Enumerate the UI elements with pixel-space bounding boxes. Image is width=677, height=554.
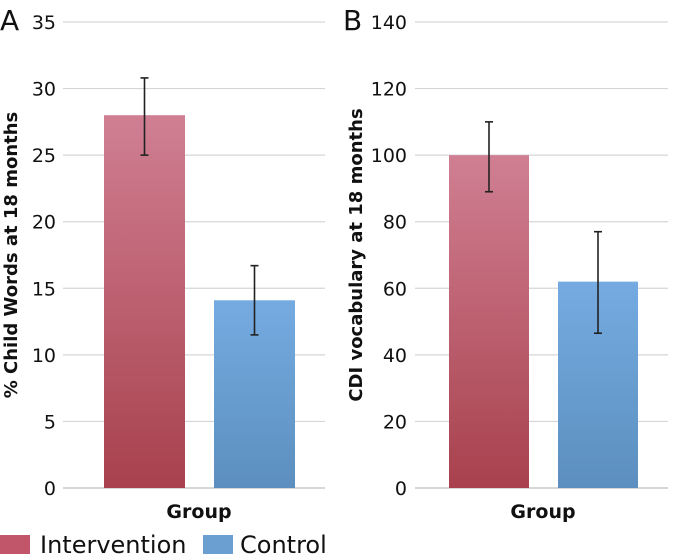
y-tick-label-b: 100 [371, 145, 407, 167]
legend-swatch-intervention [0, 535, 30, 554]
legend-label-control: Control [240, 531, 327, 554]
y-tick-label-a: 35 [32, 12, 56, 34]
y-tick-label-a: 25 [32, 145, 56, 167]
error-bar-b-intervention [485, 121, 493, 193]
y-tick-label-b: 60 [383, 278, 407, 300]
y-tick-label-a: 30 [32, 79, 56, 101]
legend-label-intervention: Intervention [40, 531, 186, 554]
y-tick-label-a: 15 [32, 278, 56, 300]
y-tick-label-a: 5 [44, 411, 56, 433]
chart-panel-b: B 0 20 40 60 80 100 120 140 CDI vocabulary at 1… [343, 4, 668, 523]
y-axis-label-b: CDI vocabulary at 18 months [346, 108, 367, 401]
x-axis-label-a: Group [166, 501, 231, 523]
x-axis-label-b: Group [510, 501, 575, 523]
bar-b-intervention [449, 155, 529, 488]
y-tick-label-a: 10 [32, 345, 56, 367]
y-tick-label-b: 40 [383, 345, 407, 367]
bar-a-intervention [104, 115, 185, 488]
panel-label-a: A [0, 4, 19, 37]
y-tick-label-b: 20 [383, 411, 407, 433]
legend-swatch-control [203, 535, 233, 554]
error-bar-a-control [250, 264, 259, 336]
y-tick-label-b: 120 [371, 79, 407, 101]
y-tick-label-b: 0 [395, 478, 407, 500]
error-bar-a-intervention [140, 77, 149, 156]
y-tick-label-a: 20 [32, 212, 56, 234]
error-bar-b-control [594, 230, 602, 335]
y-tick-label-b: 140 [371, 12, 407, 34]
panel-label-b: B [343, 4, 362, 37]
y-axis-label-a: % Child Words at 18 months [1, 112, 22, 399]
y-tick-label-a: 0 [44, 478, 56, 500]
legend: Intervention Control [0, 531, 327, 554]
y-tick-label-b: 80 [383, 212, 407, 234]
chart-panel-a: A 0 5 10 15 20 25 30 35 % Child Words at 18 mon… [0, 4, 325, 523]
